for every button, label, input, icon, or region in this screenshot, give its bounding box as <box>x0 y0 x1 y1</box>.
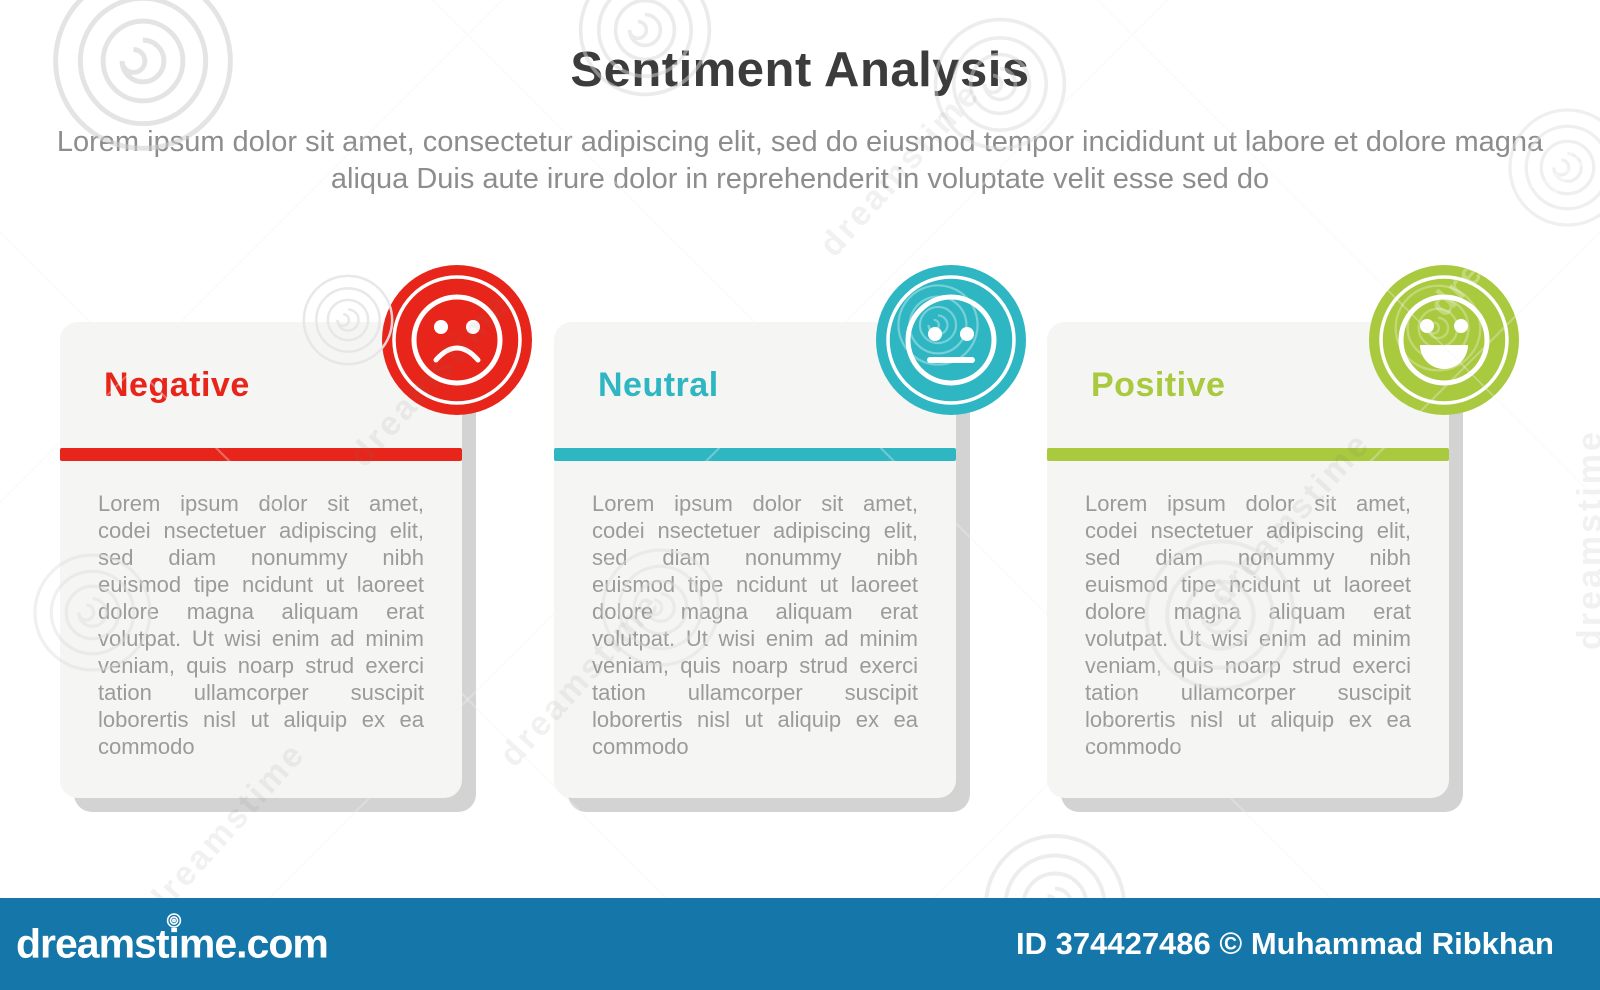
logo-spiral-icon <box>166 913 182 928</box>
card-divider <box>1047 448 1449 461</box>
card-body-text: Lorem ipsum dolor sit amet, codei nsecte… <box>592 491 918 759</box>
card-label-positive: Positive <box>1091 366 1226 404</box>
neutral-face-icon <box>876 265 1026 415</box>
card-label-negative: Negative <box>104 366 250 404</box>
sentiment-card-negative: Negative Lorem ipsum dolor sit amet, cod… <box>60 265 532 798</box>
sentiment-card-neutral: Neutral Lorem ipsum dolor sit amet, code… <box>554 265 1026 798</box>
card-body-text: Lorem ipsum dolor sit amet, codei nsecte… <box>1085 491 1411 759</box>
card-divider <box>554 448 956 461</box>
card-body-text: Lorem ipsum dolor sit amet, codei nsecte… <box>98 491 424 759</box>
page-title: Sentiment Analysis <box>570 43 1030 97</box>
sad-face-icon <box>382 265 532 415</box>
card-divider <box>60 448 462 461</box>
card-label-neutral: Neutral <box>598 366 719 404</box>
page-subtitle: Lorem ipsum dolor sit amet, consectetur … <box>56 126 1544 195</box>
happy-face-icon <box>1369 265 1519 415</box>
watermark-text: dreamstime <box>1570 429 1600 650</box>
dreamstime-logo: dreamstime.com <box>16 913 329 968</box>
sentiment-card-positive: Positive Lorem ipsum dolor sit amet, cod… <box>1047 265 1519 798</box>
watermark-footer-bar: dreamstime.com ID 374427486 © Muhammad R… <box>0 898 1600 990</box>
dreamstime-logo-text: dreamstime.com <box>16 920 329 967</box>
image-credit-text: ID 374427486 © Muhammad Ribkhan <box>1016 926 1554 961</box>
